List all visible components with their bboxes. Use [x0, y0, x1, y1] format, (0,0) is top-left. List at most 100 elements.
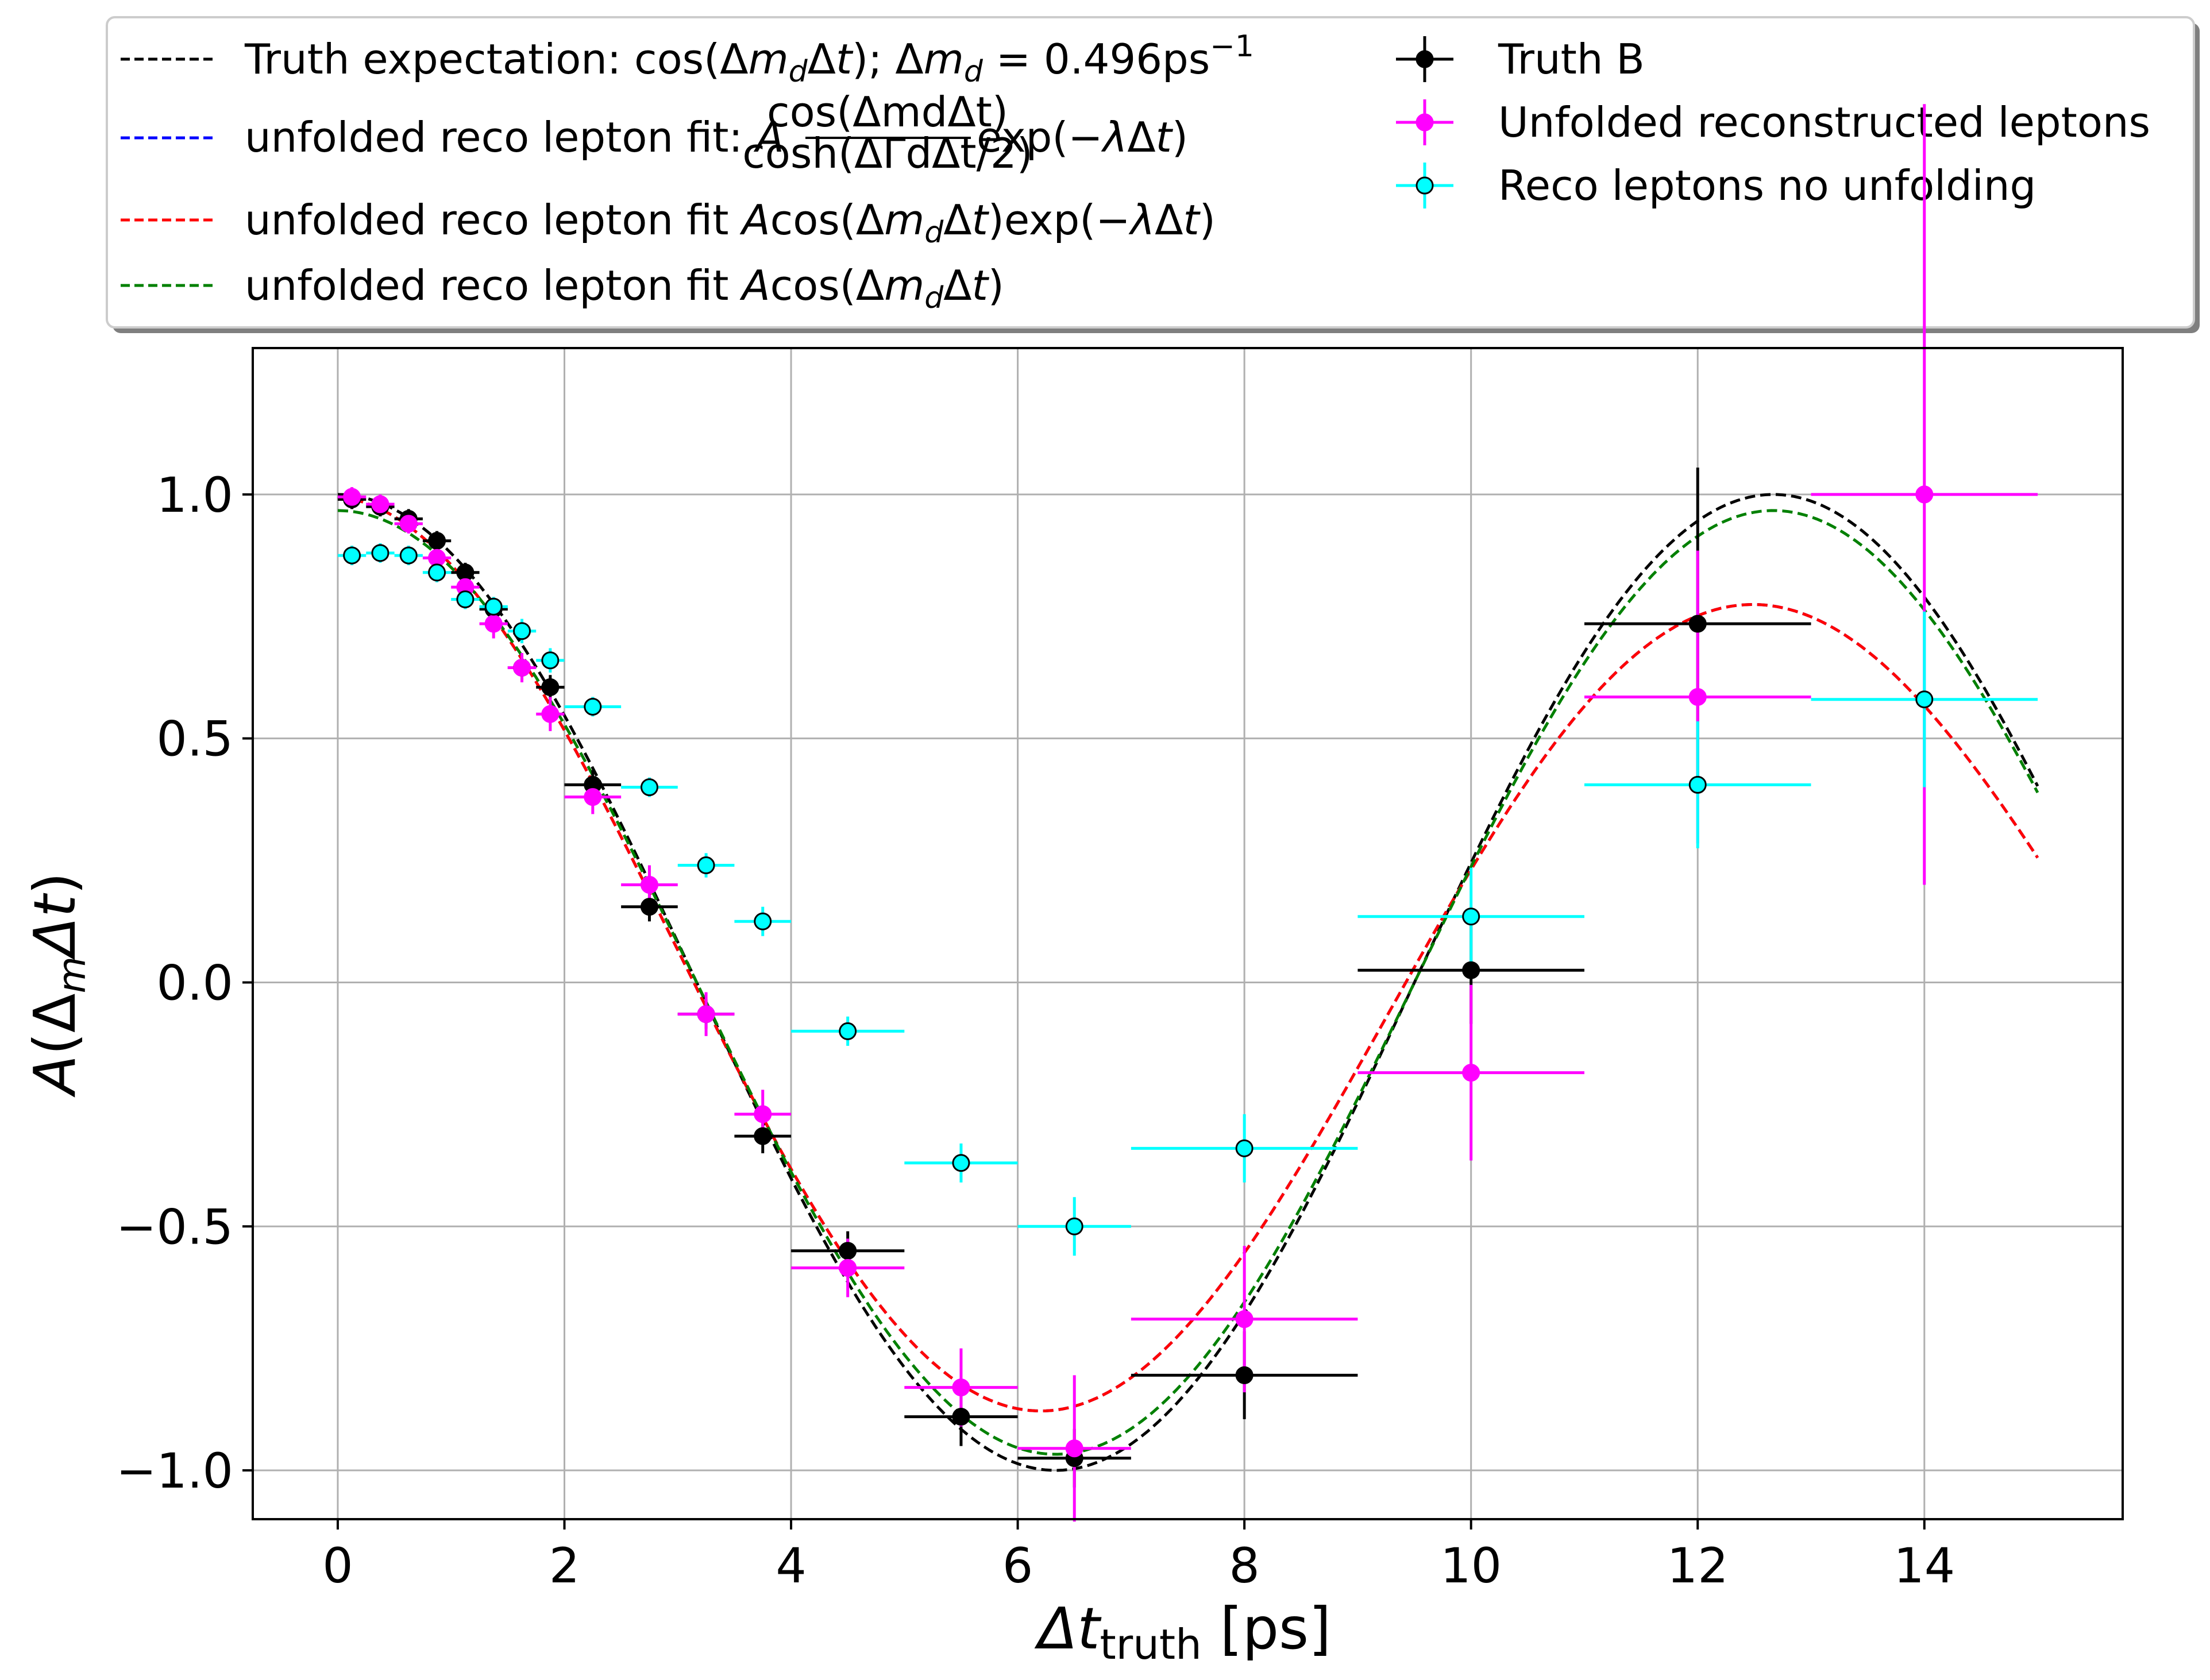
- legend-text-close: ): [1172, 113, 1188, 161]
- legend-entry-unfolded: Unfolded reconstructed leptons: [1396, 98, 2150, 146]
- x-tick-label: 4: [776, 1538, 806, 1594]
- data-point: [428, 549, 446, 567]
- y-tick-label: −0.5: [116, 1199, 233, 1255]
- data-point: [371, 495, 389, 513]
- legend-frac-numerator: cos(ΔmdΔt): [767, 88, 1008, 136]
- legend-text-truth-b: Δ: [808, 35, 836, 83]
- legend-text-A2: A: [739, 196, 770, 244]
- series-0: [337, 468, 1811, 1488]
- data-point: [541, 678, 560, 696]
- legend-frame: [106, 16, 2195, 329]
- legend-text-exp-a2: )exp(−: [988, 196, 1131, 244]
- legend-marker: [1416, 113, 1434, 132]
- xlabel-sub: truth: [1100, 1620, 1201, 1669]
- data-point: [399, 515, 418, 533]
- series-markers-1: [343, 485, 1934, 1458]
- legend-entry-red-fit: unfolded reco lepton fit Acos(ΔmdΔt)exp(…: [121, 196, 1216, 250]
- fit-curves: [337, 493, 2039, 1472]
- data-point: [952, 1408, 970, 1426]
- legend-text-t4: t: [972, 196, 990, 244]
- data-point: [343, 488, 361, 506]
- x-tick-label: 10: [1440, 1538, 1502, 1594]
- legend-text-truth-a: Truth expectation: cos(Δ: [244, 35, 749, 83]
- data-point: [640, 898, 658, 916]
- legend-text-t5: t: [1183, 196, 1201, 244]
- y-axis-label: A(ΔmΔt): [21, 872, 94, 1098]
- data-point: [399, 546, 418, 565]
- data-point: [428, 563, 446, 582]
- xlabel-delta: Δt: [1034, 1595, 1102, 1662]
- data-point: [640, 778, 658, 797]
- legend-text-sup: −1: [1210, 29, 1254, 64]
- data-point: [513, 658, 531, 677]
- legend-text-sub-d: d: [789, 55, 808, 89]
- data-point: [1688, 775, 1707, 794]
- legend-label-unfolded: Unfolded reconstructed leptons: [1498, 98, 2150, 146]
- legend-text-m: m: [749, 35, 789, 83]
- data-point: [1235, 1366, 1254, 1384]
- legend-text-truth-c: ); Δ: [852, 35, 924, 83]
- legend-text-m4: m: [884, 261, 924, 310]
- data-points: [337, 104, 2038, 1522]
- data-point: [697, 1005, 715, 1024]
- data-point: [952, 1378, 970, 1397]
- data-point: [456, 563, 475, 582]
- legend-text-sub-d3: d: [924, 215, 944, 250]
- legend-label-blue-exp: exp(−λΔt): [977, 113, 1188, 161]
- legend-label-truth-b: Truth B: [1498, 35, 1645, 83]
- data-point: [697, 856, 715, 875]
- fit-curve-3: [337, 509, 2039, 1456]
- legend-text-close2: ): [1200, 196, 1216, 244]
- data-point: [484, 597, 503, 616]
- data-point: [584, 788, 602, 806]
- series-2: [337, 543, 2038, 1256]
- data-point: [584, 697, 602, 716]
- legend: Truth expectation: cos(ΔmdΔt); Δmd = 0.4…: [106, 16, 2200, 333]
- data-point: [839, 1258, 857, 1277]
- data-point: [484, 615, 503, 633]
- legend-entry-truth-curve: Truth expectation: cos(ΔmdΔt); Δmd = 0.4…: [121, 29, 1254, 89]
- fit-curve-2: [337, 495, 2039, 1413]
- ylabel-sub: m: [50, 956, 94, 993]
- legend-marker: [1416, 50, 1434, 68]
- x-tick-label: 0: [322, 1538, 353, 1594]
- data-point: [1915, 690, 1934, 709]
- legend-entry-blue-fit: unfolded reco lepton fit: A cos(ΔmdΔt) c…: [121, 88, 1188, 177]
- legend-text-sub-d4: d: [924, 281, 944, 315]
- legend-marker: [1416, 176, 1434, 195]
- legend-text-A: A: [754, 113, 784, 161]
- data-point: [1462, 1064, 1480, 1082]
- data-point: [541, 651, 560, 670]
- plot-area: 0 2 4 6 8 10 12 14 −1.0 −0.5 0.0 0.5 1.0: [116, 104, 2124, 1594]
- series-markers-0: [343, 490, 1707, 1467]
- gridlines: [253, 348, 2123, 1519]
- legend-text-truth-d: = 0.496ps: [983, 35, 1210, 83]
- data-point: [640, 876, 658, 894]
- legend-entry-green-fit: unfolded reco lepton fit Acos(ΔmdΔt): [121, 261, 1004, 315]
- y-tick-label: 0.5: [156, 711, 233, 767]
- data-point: [754, 1105, 772, 1123]
- legend-text-blue-a: unfolded reco lepton fit:: [245, 113, 756, 161]
- data-point: [1065, 1439, 1083, 1458]
- ylabel-dt: Δt: [21, 893, 88, 960]
- legend-entry-reco: Reco leptons no unfolding: [1396, 161, 2036, 210]
- data-point: [1462, 961, 1480, 979]
- legend-text-cos2: cos(Δ: [770, 261, 885, 310]
- data-point: [1462, 907, 1480, 926]
- data-point: [541, 705, 560, 723]
- series-markers-2: [343, 544, 1934, 1235]
- legend-label-truth-curve: Truth expectation: cos(ΔmdΔt); Δmd = 0.4…: [244, 29, 1254, 89]
- data-point: [513, 622, 531, 640]
- x-tick-label: 2: [549, 1538, 580, 1594]
- data-point: [456, 590, 475, 609]
- x-tick-label: 6: [1002, 1538, 1033, 1594]
- legend-text-t6: t: [972, 261, 990, 310]
- xlabel-unit: [ps]: [1202, 1595, 1331, 1662]
- ylabel-open: (Δ: [21, 994, 88, 1055]
- data-point: [428, 532, 446, 550]
- data-point: [839, 1022, 857, 1040]
- data-point: [839, 1242, 857, 1260]
- legend-text-cos: cos(Δ: [770, 196, 885, 244]
- legend-text-exp-b2: Δ: [1155, 196, 1183, 244]
